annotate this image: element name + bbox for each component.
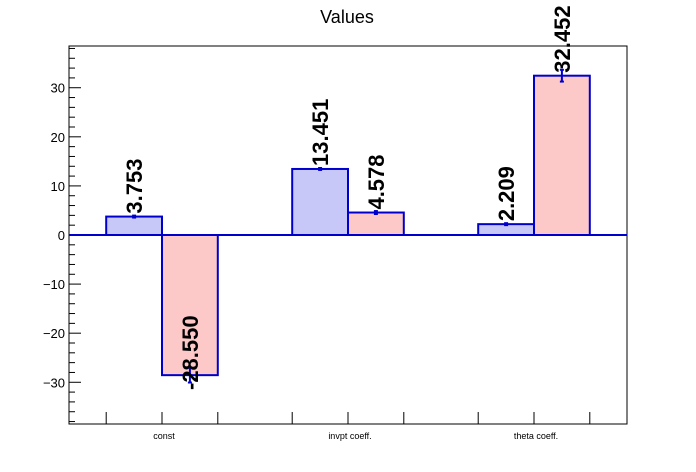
category-label: theta coeff. bbox=[514, 431, 558, 441]
y-tick-label: 30 bbox=[51, 81, 65, 96]
bar bbox=[291, 167, 350, 236]
category-label: const bbox=[153, 431, 175, 441]
data-label: 3.753 bbox=[122, 159, 147, 214]
y-tick-label: 10 bbox=[51, 179, 65, 194]
bar bbox=[533, 74, 591, 236]
y-tick-label: 0 bbox=[58, 228, 65, 243]
y-tick-label: 20 bbox=[51, 130, 65, 145]
y-tick-label: −30 bbox=[43, 375, 65, 390]
data-label: 32.452 bbox=[550, 5, 575, 72]
data-label: -28.550 bbox=[178, 315, 203, 390]
plot-area: −30 −20 −10 0 10 20 30 const invpt coeff. theta c… bbox=[43, 5, 628, 441]
bar bbox=[347, 211, 405, 237]
y-tick-label: −20 bbox=[43, 326, 65, 341]
chart-title: Values bbox=[320, 7, 374, 27]
data-label: 4.578 bbox=[364, 154, 389, 209]
y-tick-label: −10 bbox=[43, 277, 65, 292]
data-label: 13.451 bbox=[308, 99, 333, 166]
category-label: invpt coeff. bbox=[328, 431, 371, 441]
data-label: 2.209 bbox=[494, 166, 519, 221]
bar bbox=[105, 215, 163, 237]
